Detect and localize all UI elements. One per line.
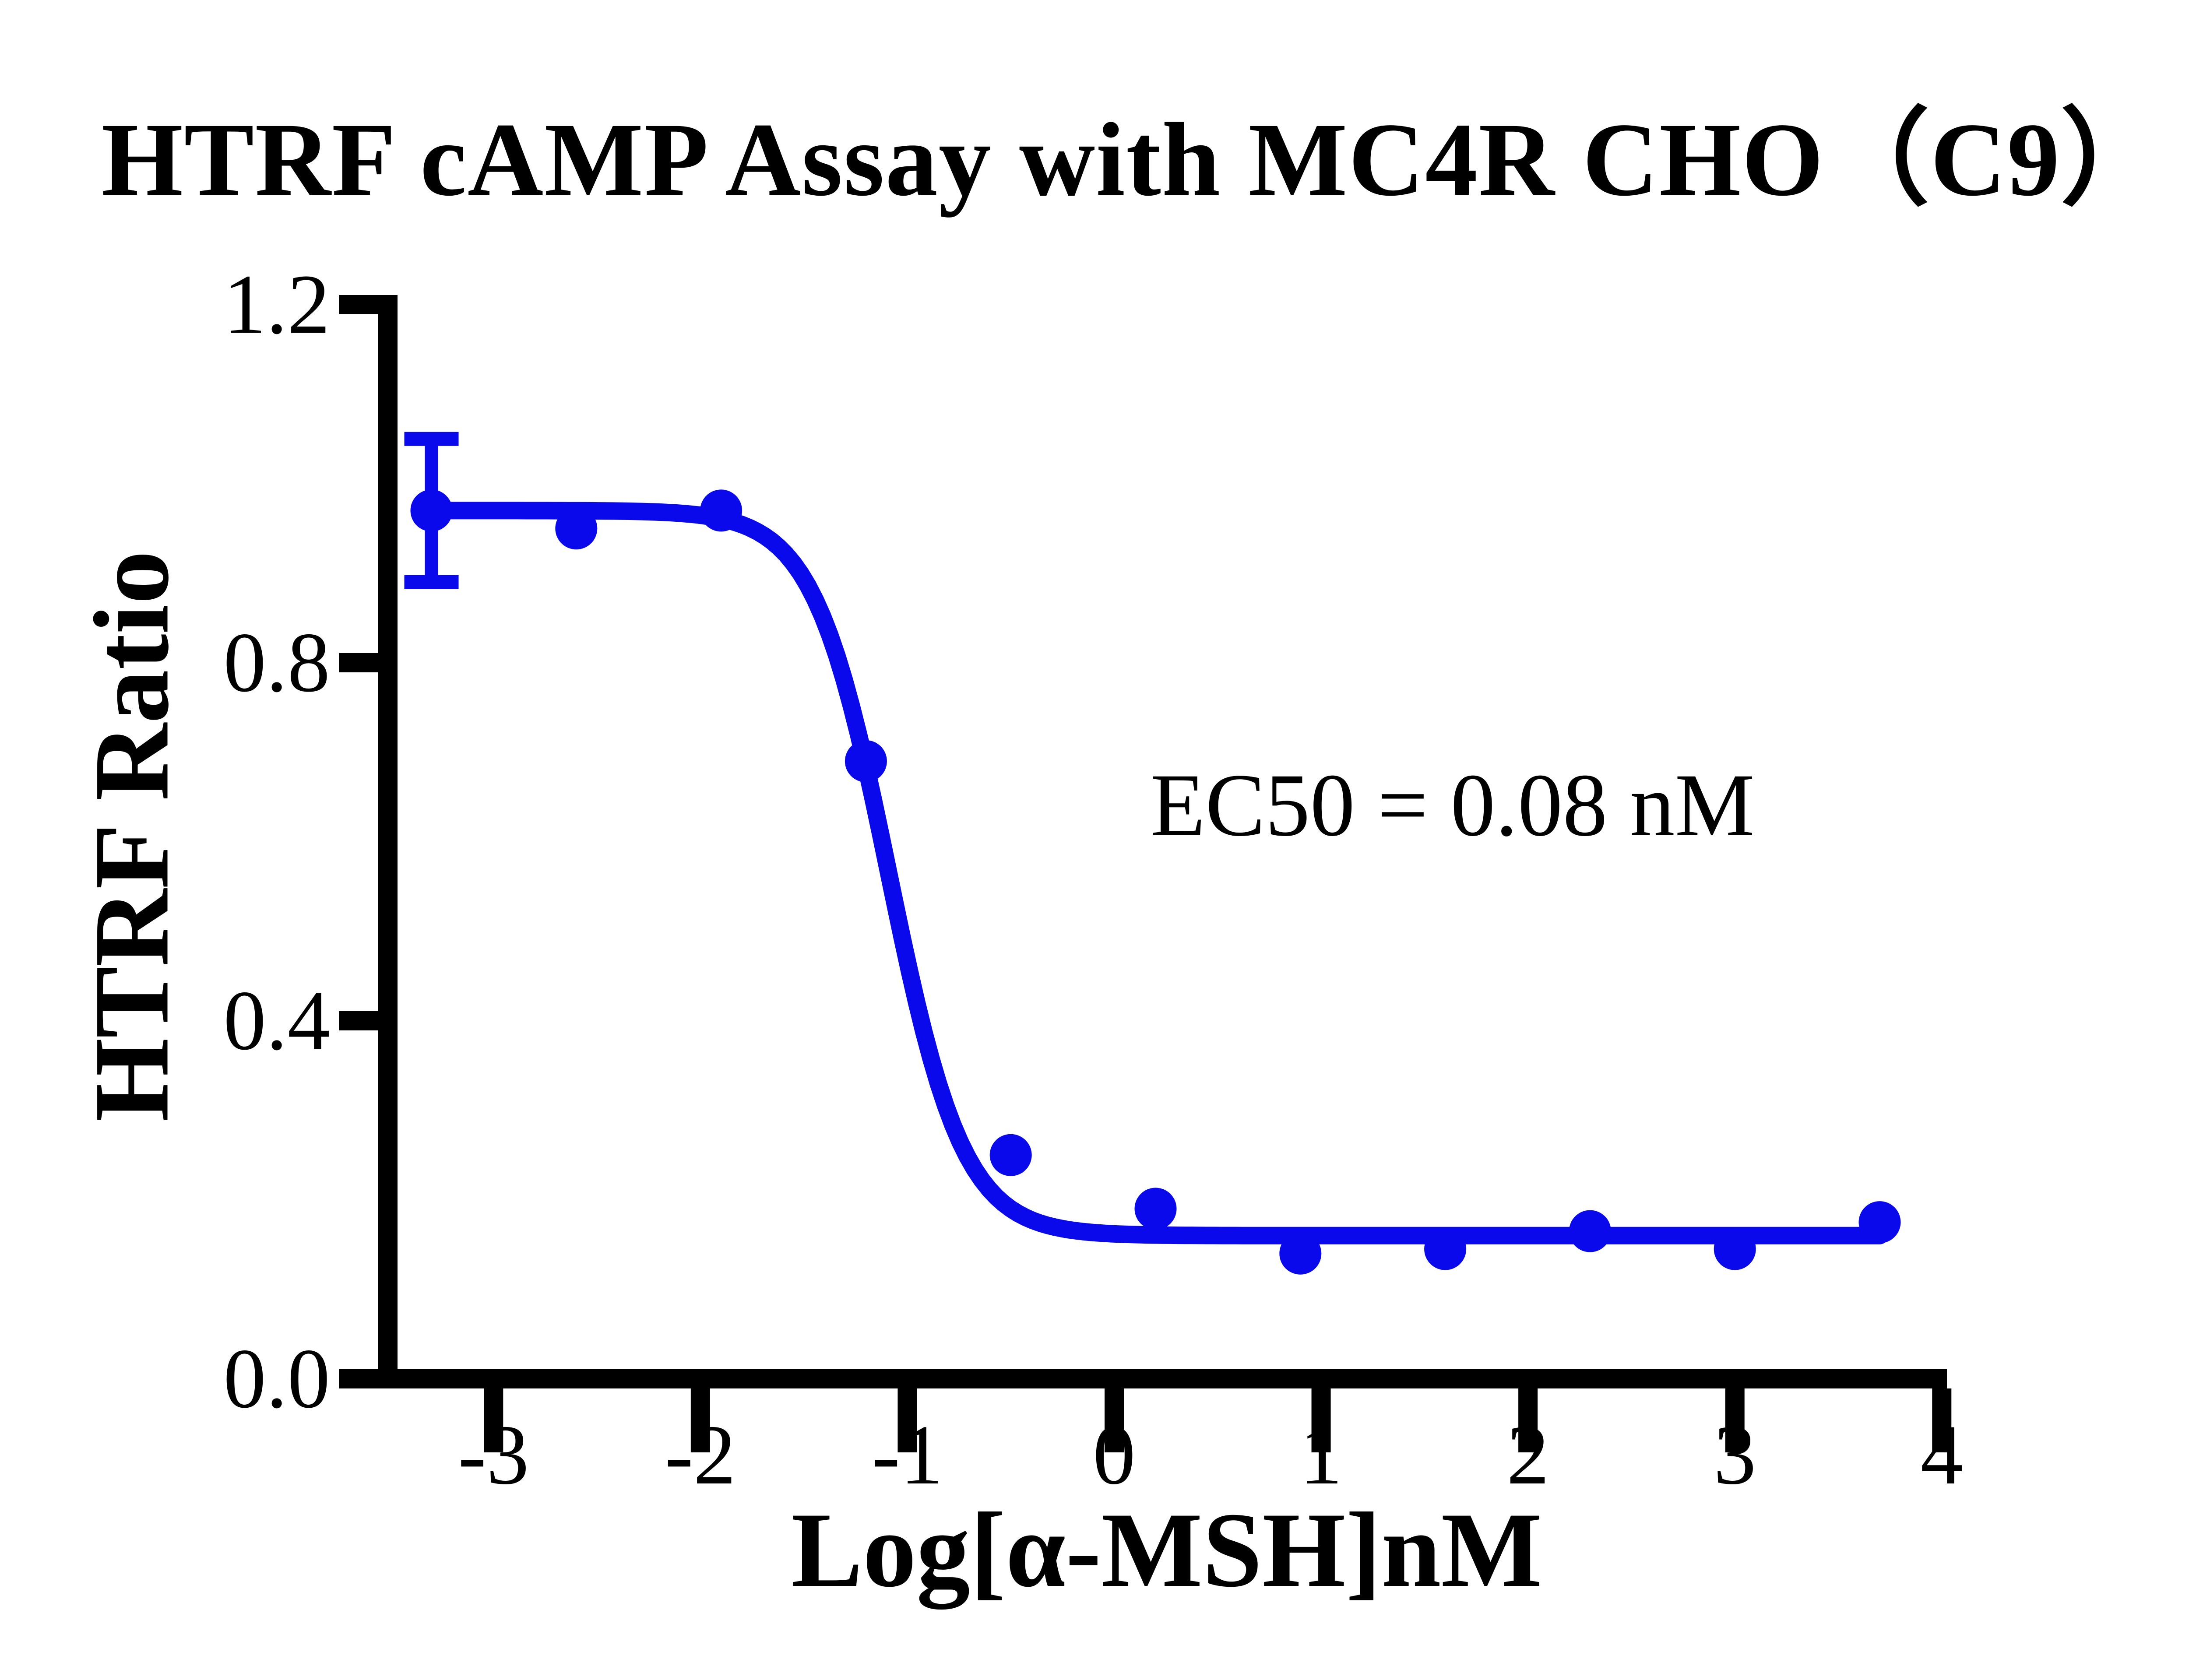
y-tick	[339, 295, 378, 314]
axes	[339, 295, 1947, 1388]
x-tick	[484, 1388, 503, 1452]
x-tick-label: -3	[458, 1408, 529, 1502]
y-tick	[339, 1011, 378, 1030]
y-tick	[339, 1369, 378, 1388]
x-tick-label: -2	[665, 1408, 736, 1502]
y-axis-title: HTRF Ratio	[72, 550, 191, 1122]
chart-title: HTRF cAMP Assay with MC4R CHO（C9）	[101, 101, 2167, 218]
x-axis-line	[339, 1369, 1947, 1388]
x-tick-label: 3	[1713, 1408, 1756, 1502]
y-tick-label: 1.2	[223, 257, 330, 352]
data-point	[1569, 1210, 1611, 1252]
error-bar-cap-top	[404, 432, 459, 446]
data-point	[1424, 1228, 1467, 1270]
x-tick	[1518, 1388, 1538, 1452]
data-point	[845, 740, 887, 782]
x-axis-title: Log[α-MSH]nM	[791, 1490, 1542, 1609]
data-point	[1714, 1228, 1756, 1270]
x-tick-label: -1	[872, 1408, 943, 1502]
data-point	[1279, 1232, 1322, 1275]
ec50-annotation: EC50 = 0.08 nM	[1151, 756, 1755, 855]
x-tick	[690, 1388, 710, 1452]
x-tick	[1105, 1388, 1124, 1452]
x-tick-label: 4	[1920, 1408, 1964, 1502]
y-axis-ticks	[339, 295, 378, 1388]
y-tick	[339, 653, 378, 672]
data-point	[989, 1134, 1032, 1176]
data-point	[1858, 1201, 1901, 1244]
y-axis-line	[378, 295, 398, 1388]
data-point	[1134, 1188, 1177, 1230]
x-tick	[1311, 1388, 1331, 1452]
x-tick-label: 2	[1506, 1408, 1549, 1502]
data-points	[410, 489, 1901, 1275]
x-tick	[1725, 1388, 1745, 1452]
data-point	[410, 489, 453, 532]
fitted-curve	[422, 502, 1889, 1244]
x-tick	[1932, 1388, 1952, 1452]
x-tick-label: 0	[1093, 1408, 1136, 1502]
dose-response-curve	[422, 502, 1889, 1244]
x-tick	[897, 1388, 917, 1452]
data-point	[700, 489, 743, 532]
y-tick-label: 0.8	[223, 615, 330, 710]
x-tick-label: 1	[1299, 1408, 1343, 1502]
x-axis-ticks	[484, 1388, 1952, 1452]
y-tick-label: 0.0	[223, 1331, 330, 1426]
data-point	[555, 507, 598, 550]
error-bar-cap-bottom	[404, 575, 459, 589]
y-tick-label: 0.4	[223, 973, 330, 1068]
